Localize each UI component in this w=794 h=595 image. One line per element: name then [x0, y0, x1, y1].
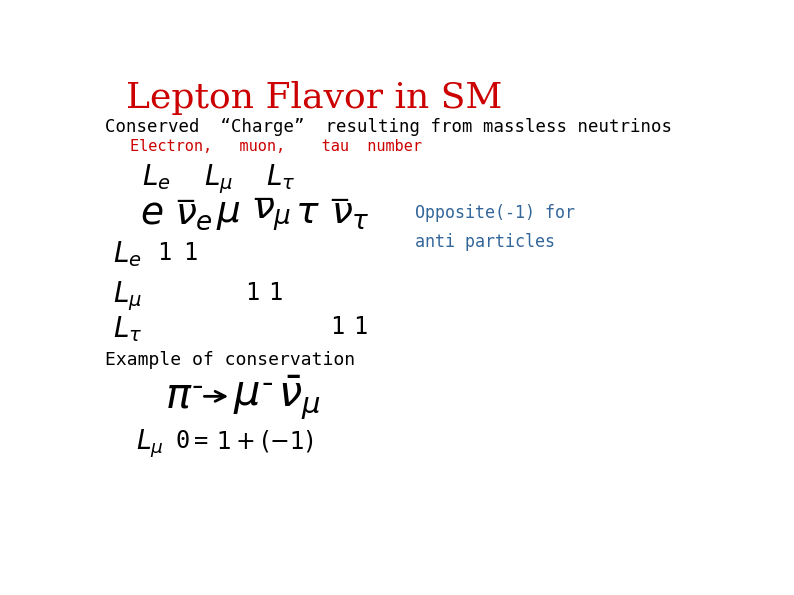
Text: $L_e$: $L_e$ — [114, 239, 142, 269]
Text: =: = — [194, 430, 208, 453]
Text: Conserved  “Charge”  resulting from massless neutrinos: Conserved “Charge” resulting from massle… — [106, 118, 673, 136]
Text: Opposite(-1) for
anti particles: Opposite(-1) for anti particles — [415, 204, 576, 251]
Text: 1: 1 — [157, 241, 172, 265]
Text: $L_\mu$: $L_\mu$ — [114, 279, 142, 313]
Text: $L_\mu$: $L_\mu$ — [204, 162, 233, 196]
Text: $\nu_\mu$: $\nu_\mu$ — [252, 196, 291, 233]
Text: $\nu_\tau$: $\nu_\tau$ — [331, 196, 370, 232]
Text: $\mu^{\bar{\ }}$: $\mu^{\bar{\ }}$ — [233, 374, 273, 416]
Text: $\mu^{\,-}$: $\mu^{\,-}$ — [215, 196, 272, 233]
Text: $L_\tau$: $L_\tau$ — [114, 314, 142, 344]
Text: $\nu_e$: $\nu_e$ — [175, 196, 213, 232]
Text: Example of conservation: Example of conservation — [106, 351, 356, 369]
Text: 1: 1 — [183, 241, 197, 265]
Text: 1: 1 — [330, 315, 345, 340]
Text: Electron,   muon,    tau  number: Electron, muon, tau number — [130, 139, 422, 154]
Text: $L_\tau$: $L_\tau$ — [266, 162, 295, 192]
Text: 0: 0 — [175, 430, 190, 453]
Text: $\bar{\nu}_\mu$: $\bar{\nu}_\mu$ — [277, 374, 321, 422]
Text: $L_\mu$: $L_\mu$ — [137, 428, 164, 460]
Text: $1 + (-1)$: $1 + (-1)$ — [215, 428, 313, 454]
Text: $\tau^{\,-}$: $\tau^{\,-}$ — [295, 196, 349, 232]
Text: $e^{\,-}$: $e^{\,-}$ — [141, 196, 196, 232]
Text: Lepton Flavor in SM: Lepton Flavor in SM — [126, 81, 503, 115]
Text: 1: 1 — [268, 281, 283, 305]
Text: $L_e$: $L_e$ — [142, 162, 171, 192]
Text: $\pi^{\bar{\ }}$: $\pi^{\bar{\ }}$ — [165, 374, 204, 416]
Text: 1: 1 — [353, 315, 368, 340]
Text: 1: 1 — [245, 281, 259, 305]
